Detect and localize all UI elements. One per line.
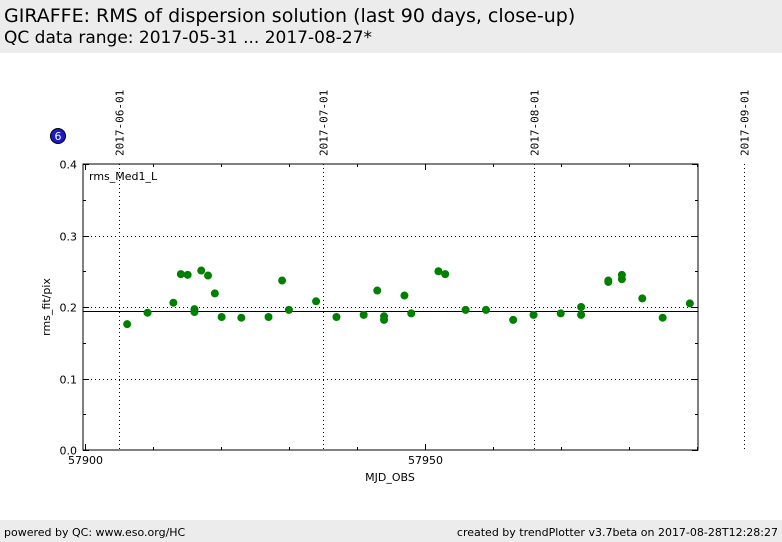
data-point — [237, 313, 246, 322]
data-point — [577, 303, 586, 311]
data-point — [123, 320, 132, 329]
data-point — [373, 286, 382, 295]
y-tick-label: 0.1 — [60, 374, 78, 387]
data-point — [197, 266, 206, 275]
footer-powered-by: powered by QC: www.eso.org/HC — [4, 526, 186, 539]
data-point — [143, 308, 152, 317]
date-label: 2017-06-01 — [114, 90, 127, 156]
data-point — [264, 313, 273, 322]
data-point — [204, 271, 213, 280]
data-point — [577, 310, 586, 319]
footer-bar: powered by QC: www.eso.org/HC created by… — [0, 520, 782, 542]
data-point — [312, 297, 321, 306]
axis-ticks: 0.0 0.1 0.2 0.3 0.4 57900 57950 — [60, 159, 698, 467]
data-point — [284, 305, 293, 314]
data-point — [278, 276, 287, 285]
header-bar: GIRAFFE: RMS of dispersion solution (las… — [0, 0, 782, 53]
y-tick-label: 0.0 — [60, 445, 78, 458]
data-point — [190, 308, 199, 317]
data-point — [359, 310, 368, 319]
grid-lines — [83, 236, 698, 380]
date-label: 2017-08-01 — [529, 90, 542, 156]
x-tick-label: 57950 — [408, 454, 443, 467]
date-label: 2017-07-01 — [318, 90, 331, 156]
page-title: GIRAFFE: RMS of dispersion solution (las… — [4, 5, 576, 27]
y-axis-label: rms_fit/pix — [40, 278, 53, 336]
y-tick-label: 0.4 — [60, 159, 78, 172]
data-point — [407, 309, 416, 318]
y-tick-label: 0.3 — [60, 231, 78, 244]
footer-created-by: created by trendPlotter v3.7beta on 2017… — [456, 526, 778, 539]
data-point — [461, 305, 470, 314]
data-point — [169, 298, 178, 307]
data-point — [638, 294, 647, 303]
data-point — [658, 313, 667, 322]
data-point — [604, 276, 613, 285]
data-point — [529, 310, 538, 319]
data-point — [617, 275, 626, 284]
data-point — [210, 289, 219, 298]
data-points — [123, 266, 694, 329]
x-tick-label: 57900 — [68, 454, 103, 467]
data-point — [183, 270, 192, 279]
data-point — [217, 313, 226, 322]
x-axis-label: MJD_OBS — [365, 471, 415, 484]
data-point — [685, 299, 694, 308]
data-point — [434, 267, 443, 276]
data-point — [441, 270, 450, 279]
data-point — [380, 315, 389, 324]
data-point — [481, 305, 490, 314]
date-label: 2017-09-01 — [739, 90, 752, 156]
scatter-chart: 2017-06-01 2017-07-01 2017-08-01 2017-09-01… — [40, 90, 752, 484]
panel-label: rms_Med1_L — [89, 170, 158, 183]
data-point — [400, 291, 409, 300]
date-lines: 2017-06-01 2017-07-01 2017-08-01 2017-09-01 — [114, 90, 752, 450]
data-point — [176, 270, 185, 279]
data-point — [509, 315, 518, 324]
page-subtitle: QC data range: 2017-05-31 ... 2017-08-27… — [4, 28, 373, 48]
data-point — [332, 313, 341, 322]
data-point — [556, 309, 565, 318]
plot-number-badge[interactable]: 6 — [50, 128, 66, 144]
y-tick-label: 0.2 — [60, 302, 78, 315]
